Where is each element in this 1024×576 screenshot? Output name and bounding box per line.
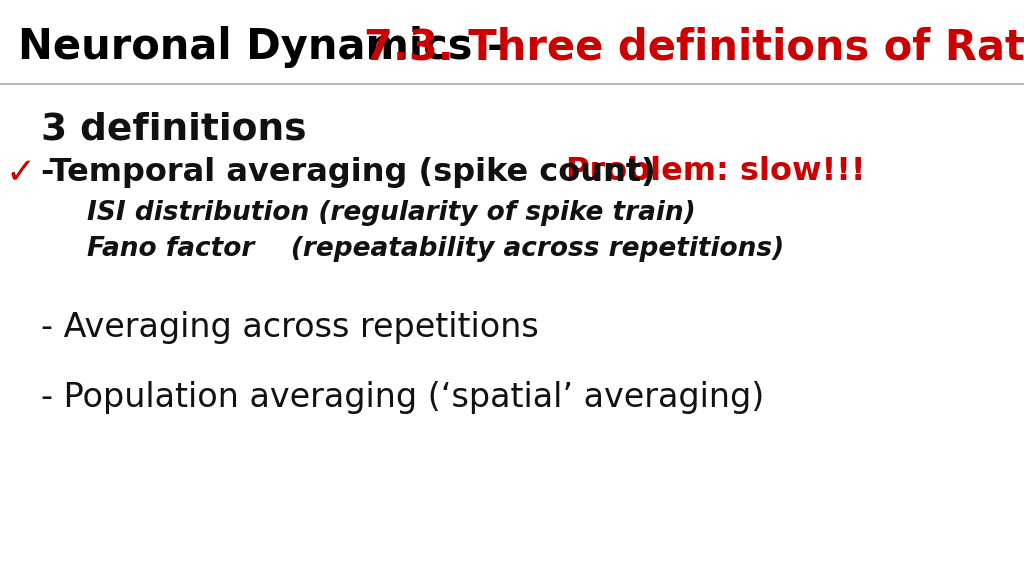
Text: - Population averaging (‘spatial’ averaging): - Population averaging (‘spatial’ averag…: [41, 381, 764, 414]
Text: -Temporal averaging (spike count): -Temporal averaging (spike count): [41, 157, 655, 188]
Text: ✓: ✓: [5, 156, 36, 190]
Text: 3 definitions: 3 definitions: [41, 112, 306, 147]
Text: 7.3. Three definitions of Rate Codes: 7.3. Three definitions of Rate Codes: [364, 26, 1024, 68]
Text: Fano factor    (repeatability across repetitions): Fano factor (repeatability across repeti…: [87, 236, 784, 263]
Text: Neuronal Dynamics –: Neuronal Dynamics –: [18, 26, 523, 68]
Text: ISI distribution (regularity of spike train): ISI distribution (regularity of spike tr…: [87, 200, 695, 226]
Text: - Averaging across repetitions: - Averaging across repetitions: [41, 310, 539, 344]
Text: Problem: slow!!!: Problem: slow!!!: [566, 157, 865, 187]
